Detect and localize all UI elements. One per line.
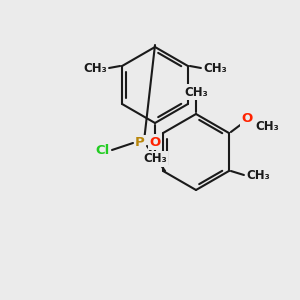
Text: CH₃: CH₃ bbox=[203, 61, 227, 74]
Text: CH₃: CH₃ bbox=[143, 152, 167, 166]
Text: CH₃: CH₃ bbox=[246, 169, 270, 182]
Text: O: O bbox=[149, 136, 161, 148]
Text: CH₃: CH₃ bbox=[184, 85, 208, 98]
Text: P: P bbox=[135, 136, 145, 149]
Text: Cl: Cl bbox=[96, 143, 110, 157]
Text: O: O bbox=[241, 112, 253, 125]
Text: CH₃: CH₃ bbox=[255, 121, 279, 134]
Text: CH₃: CH₃ bbox=[83, 61, 107, 74]
